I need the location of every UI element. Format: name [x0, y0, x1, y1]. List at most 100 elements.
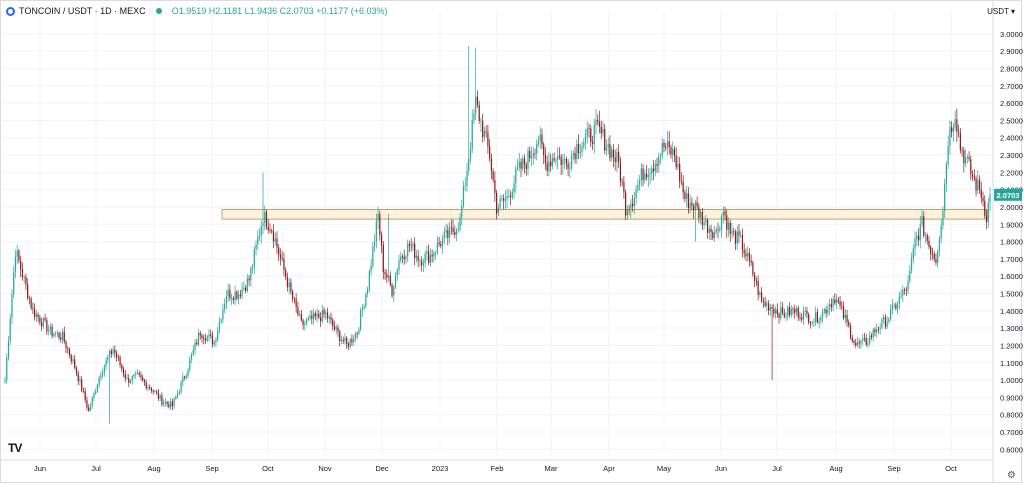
candle-body: [701, 211, 703, 226]
candle-body: [534, 153, 536, 155]
candle-body: [300, 314, 302, 321]
candle-body: [555, 160, 557, 161]
candle-body: [208, 334, 210, 337]
candle-body: [319, 317, 322, 322]
candle-body: [748, 252, 751, 261]
candle-body: [189, 359, 191, 370]
candle-body: [720, 216, 723, 230]
candle-body: [342, 339, 344, 342]
candle-body: [909, 270, 911, 281]
candle-body: [250, 268, 252, 281]
candle-body: [616, 151, 618, 162]
candle-body: [128, 377, 130, 383]
candle-body: [987, 202, 989, 222]
candle-body: [293, 298, 296, 300]
candle-body: [762, 301, 764, 303]
candle-body: [290, 282, 292, 292]
candle-body: [466, 171, 468, 186]
candle-body: [752, 262, 754, 275]
candle-body: [548, 161, 550, 171]
candle-body: [108, 350, 111, 358]
candle-body: [557, 156, 559, 161]
candle-body: [283, 258, 285, 271]
candle-body: [595, 120, 597, 125]
candle-body: [373, 241, 376, 247]
y-tick-label: 1.0000: [1000, 376, 1023, 385]
candle-body: [680, 181, 683, 183]
candle-body: [152, 391, 154, 392]
candle-body: [883, 317, 885, 319]
candle-body: [269, 230, 271, 231]
candle-body: [6, 357, 8, 381]
candle-body: [21, 269, 24, 278]
candle-body: [39, 317, 41, 323]
candle-body: [755, 280, 757, 282]
candle-body: [846, 315, 848, 322]
currency-button[interactable]: USDT ▾: [987, 7, 1015, 16]
candle-body: [985, 215, 988, 222]
candle-body: [509, 196, 512, 198]
candle-body: [58, 332, 60, 338]
candle-body: [743, 250, 745, 254]
candle-body: [121, 364, 123, 369]
candle-body: [224, 303, 226, 310]
candle-body: [382, 245, 384, 273]
candle-body: [34, 308, 36, 318]
candle-body: [860, 340, 862, 344]
candle-body: [729, 222, 731, 235]
x-tick-label: 2023: [432, 464, 449, 473]
candle-body: [236, 291, 238, 299]
candle-body: [42, 318, 44, 327]
candle-body: [722, 211, 724, 217]
ohlc-values: O1.9519 H2.1181 L1.9436 C2.0703 +0.1177 …: [171, 6, 388, 16]
candle-body: [9, 318, 11, 341]
candle-body: [142, 377, 144, 380]
candle-body: [687, 193, 690, 209]
candle-body: [849, 325, 852, 338]
candle-body: [143, 379, 146, 383]
x-tick-label: Oct: [262, 464, 275, 473]
candle-body: [112, 349, 114, 354]
candle-body: [598, 121, 601, 127]
candle-body: [414, 243, 416, 258]
candle-body: [351, 338, 353, 343]
candle-body: [855, 342, 857, 346]
candle-body: [14, 256, 17, 272]
candle-body: [579, 151, 581, 154]
candle-body: [272, 230, 275, 242]
gear-icon[interactable]: ⚙: [1007, 470, 1016, 481]
y-tick-label: 0.9000: [1000, 393, 1023, 402]
candle-body: [450, 227, 452, 229]
candle-body: [497, 207, 499, 214]
candle-body: [433, 253, 435, 257]
candle-body: [872, 329, 874, 338]
candle-body: [431, 254, 433, 257]
candle-body: [131, 376, 133, 381]
candle-body: [600, 126, 602, 134]
candle-body: [199, 333, 201, 336]
candle-body: [138, 372, 140, 375]
candle-body: [499, 198, 501, 208]
candle-body: [734, 231, 737, 244]
candle-body: [588, 128, 590, 129]
candle-body: [75, 367, 78, 374]
candle-body: [312, 313, 315, 319]
symbol-title[interactable]: TONCOIN / USDT · 1D · MEXC: [19, 6, 146, 16]
candle-body: [644, 173, 646, 181]
candle-body: [496, 192, 498, 214]
market-status-icon: [155, 8, 162, 14]
y-tick-label: 0.6000: [1000, 445, 1023, 454]
y-tick-label: 1.3000: [1000, 324, 1023, 333]
candle-body: [757, 280, 759, 295]
candle-body: [478, 104, 480, 121]
candle-body: [149, 387, 151, 389]
candle-body: [769, 307, 771, 311]
candle-body: [88, 407, 90, 411]
candle-body: [462, 186, 465, 207]
candle-body: [292, 291, 294, 299]
candle-body: [625, 192, 627, 216]
candle-body: [874, 329, 876, 333]
candle-body: [628, 209, 630, 211]
candle-body: [808, 314, 810, 323]
